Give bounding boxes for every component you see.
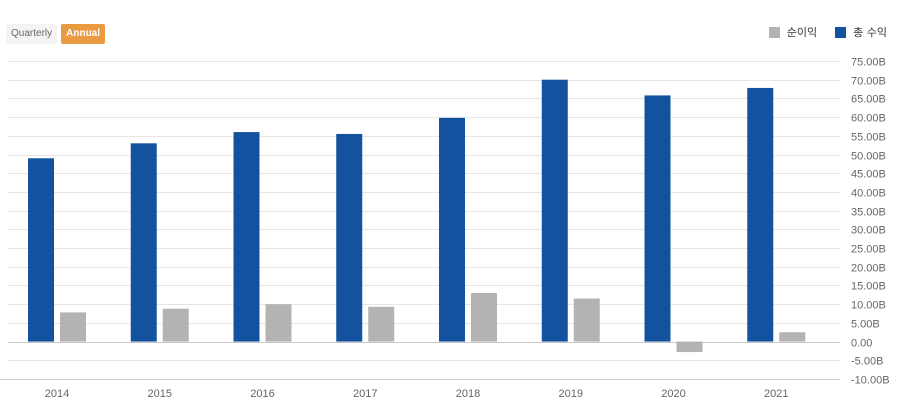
y-tick-label: 20.00B xyxy=(851,263,886,275)
net-income-bar[interactable] xyxy=(573,298,600,342)
x-tick-label: 2021 xyxy=(764,388,788,400)
x-tick-label: 2018 xyxy=(456,388,480,400)
revenue-bar[interactable] xyxy=(541,79,568,342)
x-tick-label: 2019 xyxy=(559,388,583,400)
revenue-bar[interactable] xyxy=(439,117,465,342)
y-tick-label: 5.00B xyxy=(851,319,880,331)
y-tick-label: 75.00B xyxy=(851,57,886,69)
y-tick-label: 10.00B xyxy=(851,300,886,312)
net-income-bar[interactable] xyxy=(60,312,86,342)
y-tick-label: 30.00B xyxy=(851,225,886,237)
y-tick-label: 45.00B xyxy=(851,169,886,181)
y-tick-label: 55.00B xyxy=(851,132,886,144)
net-income-bar[interactable] xyxy=(265,304,292,342)
y-tick-label: -5.00B xyxy=(851,356,883,368)
grid-lines xyxy=(0,61,840,380)
revenue-bar[interactable] xyxy=(747,87,774,342)
revenue-bar[interactable] xyxy=(130,143,157,342)
x-axis-labels: 2014 2015 2016 2017 2018 2019 2020 2021 xyxy=(45,388,789,400)
bars xyxy=(28,79,806,353)
quarterly-button[interactable]: Quarterly xyxy=(6,24,58,44)
net-income-bar[interactable] xyxy=(676,341,703,353)
y-tick-label: 0.00 xyxy=(851,338,872,350)
net-income-bar[interactable] xyxy=(368,306,395,342)
legend-item-revenue[interactable]: 총 수익 xyxy=(835,24,887,40)
revenue-bar[interactable] xyxy=(233,132,260,342)
chart-legend: 순이익 총 수익 xyxy=(768,24,887,40)
legend-label-revenue: 총 수익 xyxy=(853,26,887,39)
net-income-bar[interactable] xyxy=(779,332,806,342)
legend-swatch-revenue xyxy=(835,26,847,38)
revenue-bar[interactable] xyxy=(28,158,54,342)
x-tick-label: 2020 xyxy=(661,388,685,400)
period-toggle: Quarterly Annual xyxy=(6,24,106,44)
y-tick-label: 60.00B xyxy=(851,113,886,125)
y-tick-label: 35.00B xyxy=(851,207,886,219)
y-tick-label: 40.00B xyxy=(851,188,886,200)
y-tick-label: 15.00B xyxy=(851,281,886,293)
net-income-bar[interactable] xyxy=(162,308,189,342)
x-tick-label: 2015 xyxy=(148,388,172,400)
x-tick-label: 2016 xyxy=(250,388,274,400)
y-tick-label: 65.00B xyxy=(851,94,886,106)
y-tick-label: -10.00B xyxy=(851,375,890,387)
legend-item-net-income[interactable]: 순이익 xyxy=(768,24,818,40)
revenue-bar[interactable] xyxy=(336,133,363,342)
y-axis-labels: 75.00B 70.00B 65.00B 60.00B 55.00B 50.00B 45.0… xyxy=(851,57,890,387)
legend-label-net-income: 순이익 xyxy=(786,26,818,39)
net-income-bar[interactable] xyxy=(471,292,497,342)
x-tick-label: 2014 xyxy=(45,388,69,400)
legend-swatch-net-income xyxy=(768,26,780,38)
annual-button[interactable]: Annual xyxy=(61,24,106,44)
revenue-bar[interactable] xyxy=(644,95,671,342)
y-tick-label: 50.00B xyxy=(851,151,886,163)
y-tick-label: 25.00B xyxy=(851,244,886,256)
x-tick-label: 2017 xyxy=(353,388,377,400)
y-tick-label: 70.00B xyxy=(851,76,886,88)
